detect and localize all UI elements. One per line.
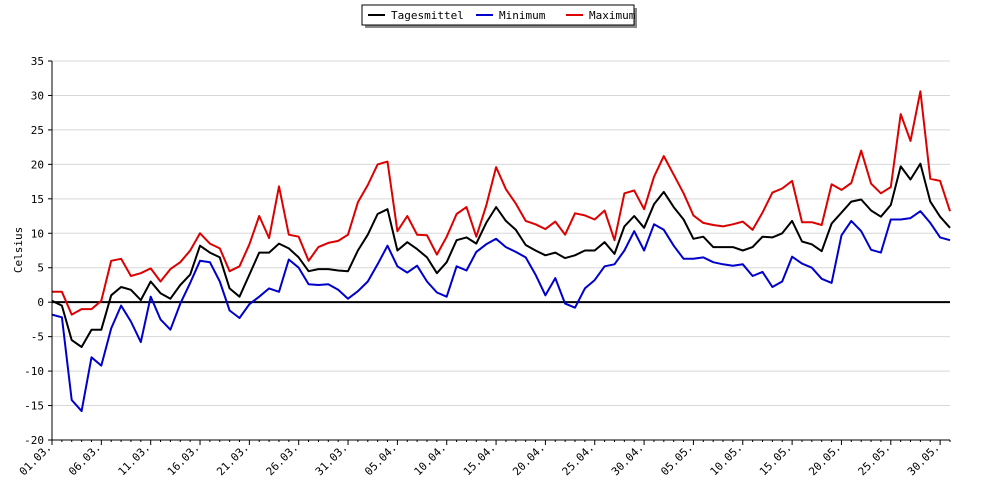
x-tick-label: 30.04. bbox=[609, 441, 646, 478]
x-tick-label: 16.03. bbox=[165, 441, 202, 478]
x-tick-label: 26.03. bbox=[264, 441, 301, 478]
x-tick-label: 10.05. bbox=[708, 441, 745, 478]
y-tick-label: 0 bbox=[37, 296, 44, 309]
y-tick-label: -20 bbox=[24, 434, 44, 447]
y-tick-label: 10 bbox=[31, 227, 44, 240]
x-tick-label: 11.03. bbox=[116, 441, 153, 478]
x-tick-label: 25.04. bbox=[560, 441, 597, 478]
x-tick-label: 15.04. bbox=[461, 441, 498, 478]
axes bbox=[48, 60, 951, 445]
y-tick-label: 35 bbox=[31, 55, 44, 68]
x-tick-label: 05.05. bbox=[658, 441, 695, 478]
series-line-minimum bbox=[51, 210, 951, 413]
y-tick-label: 5 bbox=[37, 262, 44, 275]
y-tick-label: 20 bbox=[31, 158, 44, 171]
y-axis-label: Celsius bbox=[12, 227, 25, 273]
legend-label: Tagesmittel bbox=[391, 9, 464, 22]
y-tick-label: -10 bbox=[24, 365, 44, 378]
y-tick-label: -5 bbox=[31, 331, 44, 344]
legend-label: Maximum bbox=[589, 9, 636, 22]
series-line-tagesmittel bbox=[51, 162, 951, 348]
series-line-maximum bbox=[52, 90, 951, 316]
x-tick-label: 20.04. bbox=[510, 441, 547, 478]
y-tick-label: 25 bbox=[31, 124, 44, 137]
x-tick-label: 10.04. bbox=[412, 441, 449, 478]
y-tick-label: -15 bbox=[24, 400, 44, 413]
x-tick-label: 25.05. bbox=[856, 441, 893, 478]
x-tick-label: 30.05. bbox=[905, 441, 942, 478]
x-tick-label: 21.03. bbox=[214, 441, 251, 478]
x-tick-label: 15.05. bbox=[757, 441, 794, 478]
x-tick-label: 05.04. bbox=[362, 441, 399, 478]
y-tick-label: 30 bbox=[31, 89, 44, 102]
y-tick-labels: -20 -15 -10 -5 0 5 10 15 20 25 30 35 bbox=[24, 55, 44, 447]
series-lines bbox=[51, 90, 951, 413]
x-tick-labels: 01.03. 06.03. 11.03. 16.03. 21.03. 26.03. 31.0… bbox=[17, 441, 942, 478]
x-tick-label: 20.05. bbox=[806, 441, 843, 478]
y-tick-label: 15 bbox=[31, 193, 44, 206]
grid-lines bbox=[52, 60, 950, 441]
x-tick-label: 31.03. bbox=[313, 441, 350, 478]
legend-label: Minimum bbox=[499, 9, 546, 22]
legend: Tagesmittel Minimum Maximum bbox=[361, 4, 637, 28]
x-tick-label: 06.03. bbox=[66, 441, 103, 478]
legend-box bbox=[361, 4, 635, 26]
